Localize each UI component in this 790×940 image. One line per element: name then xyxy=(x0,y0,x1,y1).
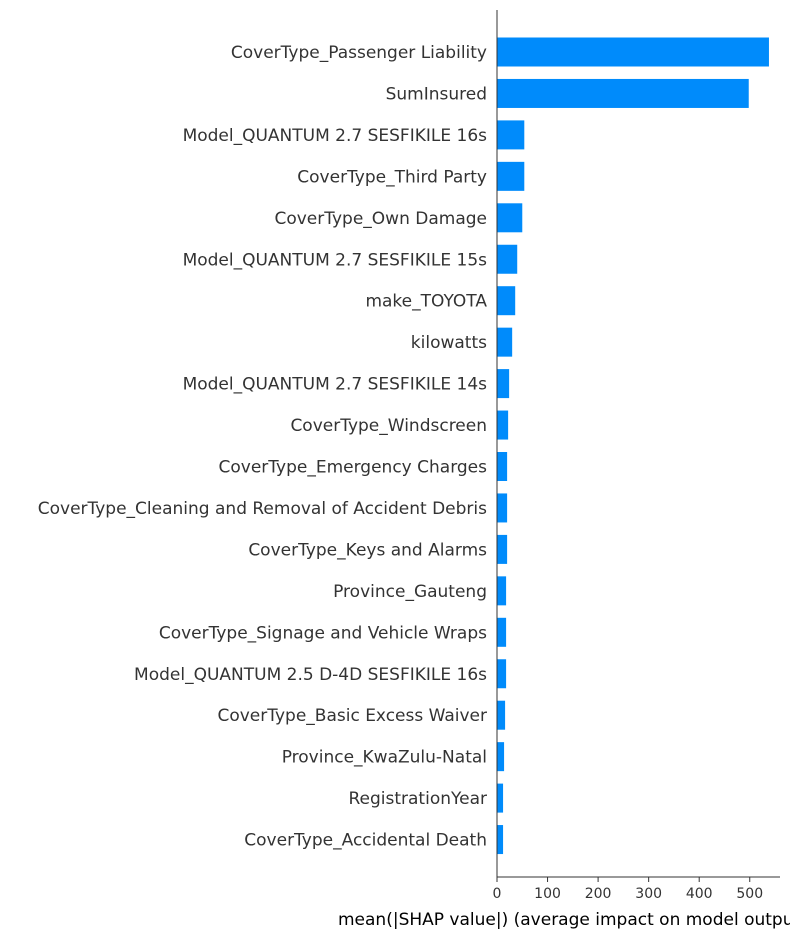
bar xyxy=(497,327,513,357)
bar xyxy=(497,369,510,399)
bar xyxy=(497,576,507,606)
category-label: CoverType_Third Party xyxy=(297,167,487,187)
category-label: Model_QUANTUM 2.7 SESFIKILE 14s xyxy=(183,375,488,395)
category-label: Province_Gauteng xyxy=(333,582,487,602)
bar xyxy=(497,452,508,481)
category-label: kilowatts xyxy=(411,333,487,353)
category-label: CoverType_Keys and Alarms xyxy=(248,540,487,560)
bar xyxy=(497,617,507,647)
bar xyxy=(497,534,508,564)
category-labels-layer: CoverType_Passenger Liability SumInsured M… xyxy=(38,43,488,851)
bar xyxy=(497,783,504,813)
bar xyxy=(497,120,525,150)
x-ticks-layer: 0 100 200 300 400 500 xyxy=(493,877,763,902)
bar xyxy=(497,286,516,316)
x-tick-label: 300 xyxy=(635,886,662,902)
bar xyxy=(497,493,508,523)
bar xyxy=(497,244,518,274)
category-label: Model_QUANTUM 2.5 D-4D SESFIKILE 16s xyxy=(134,665,487,685)
category-label: SumInsured xyxy=(386,84,487,104)
category-label: CoverType_Basic Excess Waiver xyxy=(217,706,487,726)
bar xyxy=(497,203,523,233)
x-tick-label: 0 xyxy=(493,886,502,902)
category-label: CoverType_Signage and Vehicle Wraps xyxy=(159,623,487,643)
category-label: CoverType_Accidental Death xyxy=(244,831,487,851)
category-label: make_TOYOTA xyxy=(365,292,487,312)
bar xyxy=(497,659,507,689)
bar xyxy=(497,825,504,855)
category-label: CoverType_Emergency Charges xyxy=(219,458,488,478)
x-axis-title: mean(|SHAP value|) (average impact on mo… xyxy=(338,910,790,930)
x-tick-label: 200 xyxy=(585,886,612,902)
x-tick-label: 400 xyxy=(686,886,713,902)
bar xyxy=(497,78,749,108)
category-label: CoverType_Windscreen xyxy=(290,416,487,436)
bar xyxy=(497,410,509,440)
bar xyxy=(497,161,525,191)
category-label: CoverType_Cleaning and Removal of Accide… xyxy=(38,499,487,519)
x-tick-label: 100 xyxy=(534,886,561,902)
category-label: CoverType_Own Damage xyxy=(274,209,487,229)
category-label: CoverType_Passenger Liability xyxy=(231,43,487,63)
bar xyxy=(497,37,769,67)
bar xyxy=(497,742,505,772)
bar xyxy=(497,700,506,730)
x-tick-label: 500 xyxy=(736,886,763,902)
bars-layer xyxy=(497,37,769,855)
category-label: Province_KwaZulu-Natal xyxy=(282,748,487,768)
category-label: Model_QUANTUM 2.7 SESFIKILE 16s xyxy=(183,126,488,146)
category-label: Model_QUANTUM 2.7 SESFIKILE 15s xyxy=(183,250,488,270)
category-label: RegistrationYear xyxy=(348,789,487,809)
